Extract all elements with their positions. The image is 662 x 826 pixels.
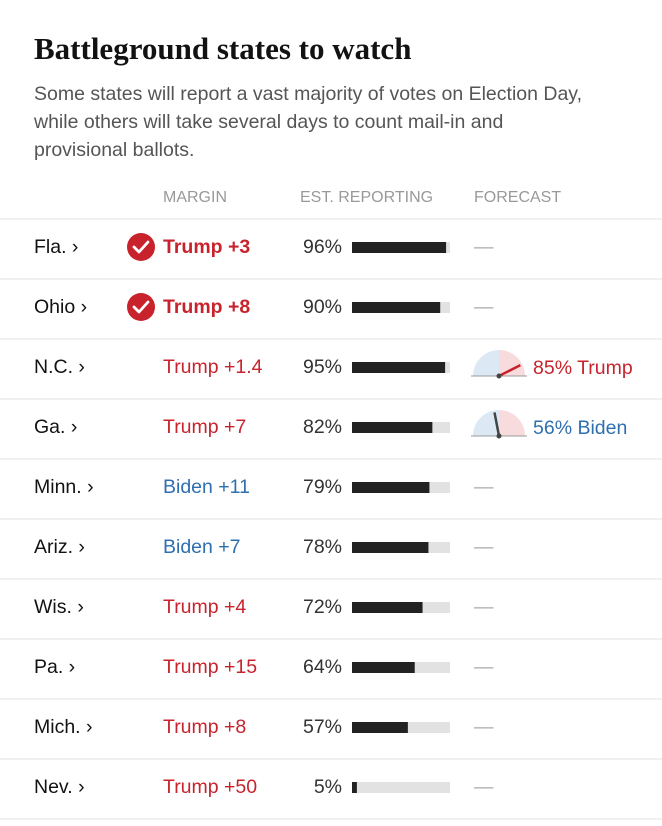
margin: Biden +11 [163,476,250,498]
reporting-label: 95% [303,356,342,378]
reporting-bar [352,722,408,733]
winner-check [132,300,150,314]
title: Battleground states to watch [34,31,411,66]
margin: Trump +7 [163,416,246,438]
reporting-bar [352,542,429,553]
state-name: Ariz. › [34,536,85,558]
state-name: Mich. › [34,716,93,738]
gauge-left [473,410,499,436]
margin: Trump +3 [163,236,250,258]
subtitle-line: provisional ballots. [34,139,194,161]
forecast-label: 85% Trump [533,357,633,379]
reporting-label: 82% [303,416,342,438]
gauge-right [499,410,525,436]
winner-check-badge [127,233,155,261]
forecast-empty: — [474,296,494,318]
reporting-bar [352,602,423,613]
reporting-bar [352,782,357,793]
table-row[interactable]: Wis. › Trump +4 72% — [34,596,494,618]
state-name: Wis. › [34,596,84,618]
gauge-needle [498,363,521,378]
forecast-empty: — [474,536,494,558]
subtitle-line: while others will take several days to c… [33,111,503,133]
state-name: Ga. › [34,416,77,438]
reporting-label: 5% [314,776,342,798]
state-name: Fla. › [34,236,78,258]
table-row[interactable]: Minn. › Biden +11 79% — [34,476,494,498]
column-header: MARGIN [163,189,227,206]
state-name: Minn. › [34,476,94,498]
table-row[interactable]: Ohio › Trump +8 90% — [34,293,494,321]
state-name: N.C. › [34,356,85,378]
reporting-bar [352,482,430,493]
table-row[interactable]: N.C. › Trump +1.4 95% 85% Trump [34,350,633,379]
margin: Trump +8 [163,296,250,318]
forecast-empty: — [474,476,494,498]
table-row[interactable]: Ga. › Trump +7 82% 56% Biden [34,410,627,439]
table-row[interactable]: Nev. › Trump +50 5% — [34,776,494,798]
reporting-track [352,782,450,793]
reporting-bar [352,302,441,313]
forecast-empty: — [474,596,494,618]
winner-check-badge [127,293,155,321]
gauge-left [473,350,499,376]
margin: Trump +50 [163,776,257,798]
winner-check [132,240,150,254]
reporting-bar [352,362,446,373]
gauge-right [499,350,525,376]
table-row[interactable]: Ariz. › Biden +7 78% — [34,536,494,558]
forecast-empty: — [474,776,494,798]
margin: Biden +7 [163,536,241,558]
reporting-label: 78% [303,536,342,558]
margin: Trump +8 [163,716,246,738]
gauge-hub [496,433,502,439]
subtitle-line: Some states will report a vast majority … [34,83,582,105]
margin: Trump +1.4 [163,356,263,378]
state-name: Nev. › [34,776,85,798]
reporting-bar [352,662,415,673]
reporting-label: 79% [303,476,342,498]
state-name: Ohio › [34,296,87,318]
table-row[interactable]: Mich. › Trump +8 57% — [34,716,494,738]
reporting-label: 96% [303,236,342,258]
gauge-needle [493,412,501,437]
margin: Trump +4 [163,596,246,618]
margin: Trump +15 [163,656,257,678]
reporting-bar [352,242,447,253]
column-header: EST. REPORTING [300,189,433,206]
reporting-label: 90% [303,296,342,318]
forecast-empty: — [474,656,494,678]
column-header: FORECAST [474,189,561,206]
forecast-empty: — [474,236,494,258]
table-row[interactable]: Pa. › Trump +15 64% — [34,656,494,678]
reporting-bar [352,422,433,433]
state-name: Pa. › [34,656,75,678]
forecast-empty: — [474,716,494,738]
reporting-label: 57% [303,716,342,738]
forecast-label: 56% Biden [533,417,627,439]
reporting-label: 72% [303,596,342,618]
reporting-label: 64% [303,656,342,678]
table-row[interactable]: Fla. › Trump +3 96% — [34,233,494,261]
gauge-hub [496,373,502,379]
